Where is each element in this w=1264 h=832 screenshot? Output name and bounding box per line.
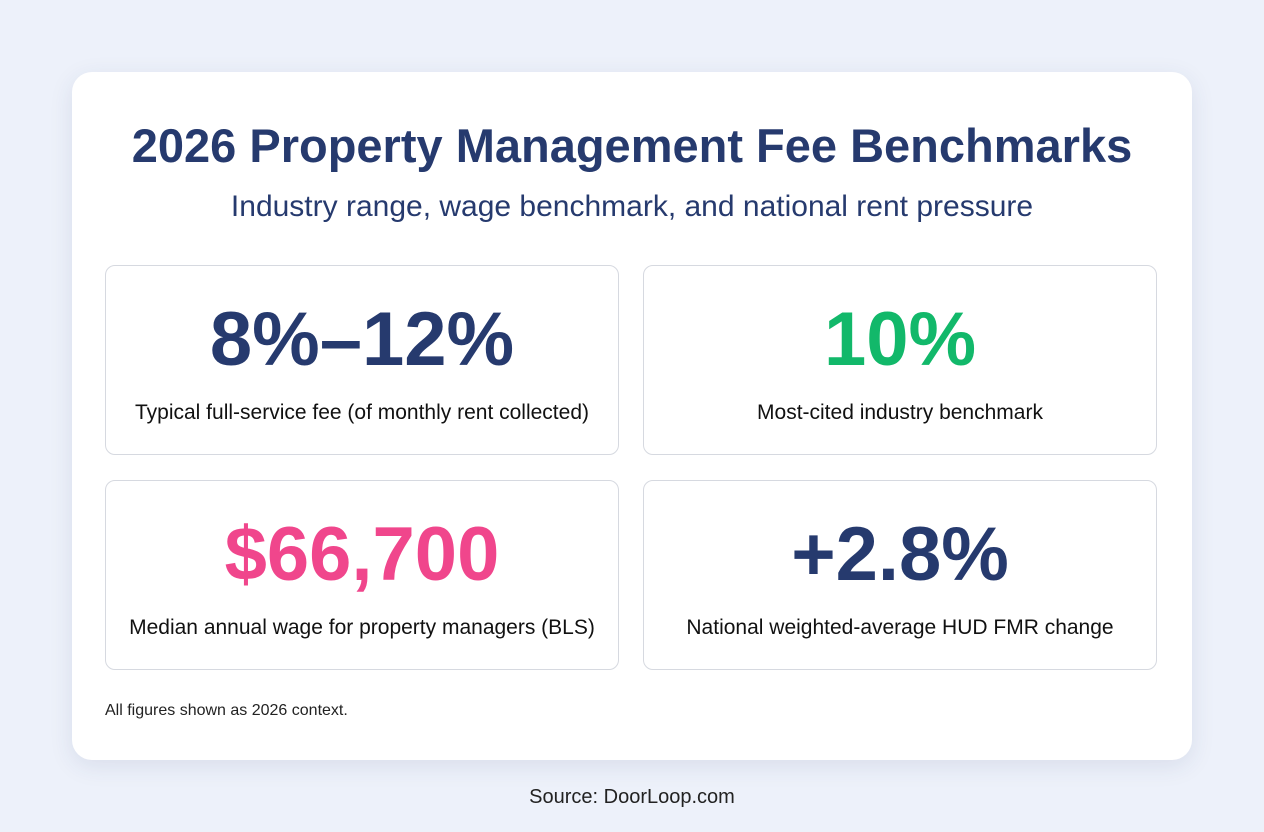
title: 2026 Property Management Fee Benchmarks xyxy=(131,119,1133,172)
stat-label: Median annual wage for property managers… xyxy=(129,616,595,639)
source: Source: DoorLoop.com xyxy=(529,786,735,808)
stat-value: 8%–12% xyxy=(209,297,515,382)
stat-label: National weighted-average HUD FMR change xyxy=(686,616,1114,639)
stat-value: $66,700 xyxy=(224,512,500,597)
subtitle: Industry range, wage benchmark, and nati… xyxy=(230,190,1034,223)
stat-card: $66,700 Median annual wage for property … xyxy=(105,480,619,670)
stat-label: Most-cited industry benchmark xyxy=(757,401,1043,424)
footnote: All figures shown as 2026 context. xyxy=(105,702,348,719)
stat-card: 10% Most-cited industry benchmark xyxy=(643,265,1157,455)
stat-value: +2.8% xyxy=(791,512,1009,597)
stat-card: 8%–12% Typical full-service fee (of mont… xyxy=(105,265,619,455)
stat-value: 10% xyxy=(823,297,977,382)
stat-label: Typical full-service fee (of monthly ren… xyxy=(134,401,589,424)
stat-card: +2.8% National weighted-average HUD FMR … xyxy=(643,480,1157,670)
panel: 2026 Property Management Fee Benchmarks … xyxy=(72,72,1192,760)
